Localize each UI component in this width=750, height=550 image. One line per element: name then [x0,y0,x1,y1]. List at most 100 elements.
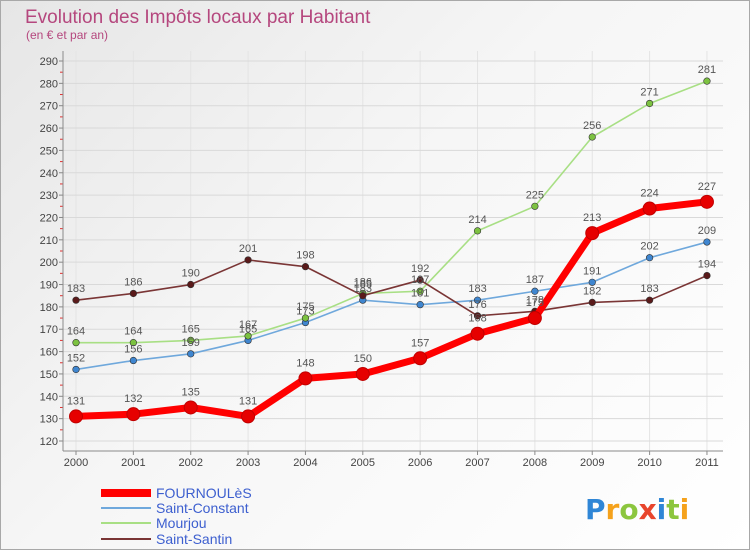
y-tick-label-220: 220 [40,212,58,224]
logo-letter: t [666,493,679,526]
data-point-saint-constant-2008 [531,287,539,295]
grid-lines [63,51,723,451]
data-label-saint-constant-2010: 202 [640,241,658,253]
data-point-fournoules-2004 [298,371,313,386]
y-tick-label-180: 180 [40,302,58,314]
legend-label-fournoules: FOURNOULèS [156,485,252,501]
data-label-saint-constant-2011: 209 [698,225,716,237]
data-label-fournoules-2001: 132 [124,393,142,405]
y-tick-label-150: 150 [40,369,58,381]
data-point-fournoules-2005 [355,366,370,381]
y-tick-label-270: 270 [40,101,58,113]
data-label-mourjou-2011: 281 [698,64,716,76]
data-point-saint-santin-2002 [187,280,195,289]
series-line-mourjou [75,80,708,344]
logo-letter: o [619,493,638,526]
data-label-saint-constant-2008: 187 [526,274,544,286]
data-point-saint-santin-2001 [129,289,137,298]
data-label-saint-constant-2003: 165 [239,323,257,335]
y-tick-label-240: 240 [40,168,58,180]
chart-subtitle: (en € et par an) [26,28,108,42]
data-point-saint-constant-2007 [473,296,482,304]
data-label-saint-santin-2004: 198 [296,250,314,262]
data-point-saint-santin-2000 [72,296,80,304]
data-label-fournoules-2002: 135 [182,386,200,398]
x-tick-label-2010: 2010 [637,457,661,469]
legend-label-mourjou: Mourjou [156,515,207,531]
x-tick-label-2003: 2003 [236,457,260,469]
series-lines [69,77,714,424]
logo-letter: x [639,493,657,526]
data-point-fournoules-2002 [183,400,198,415]
data-label-saint-constant-2007: 183 [468,283,486,295]
y-tick-label-230: 230 [40,190,58,202]
x-axis: 2000 2001 2002 2003 2004 2005 2006 2007 2008 2009… [63,450,723,469]
data-point-mourjou-2008 [531,202,539,210]
data-label-saint-santin-2008: 178 [526,294,544,306]
series-line-saint-santin [75,259,708,317]
y-tick-label-140: 140 [40,391,58,403]
data-label-mourjou-2007: 214 [468,214,486,226]
legend-item-saint-santin: Saint-Santin [101,531,232,547]
data-label-fournoules-2003: 131 [239,395,257,407]
data-point-mourjou-2006 [416,287,424,295]
data-point-saint-santin-2011 [703,271,711,280]
series-mourjou [72,77,711,347]
legend: FOURNOULèS Saint-Constant Mourjou Saint-… [101,485,252,547]
x-tick-label-2004: 2004 [293,457,317,469]
data-label-fournoules-2000: 131 [67,395,85,407]
series-saint-constant [72,238,711,374]
data-point-saint-constant-2001 [129,356,137,365]
data-point-fournoules-2009 [585,226,600,241]
y-tick-label-190: 190 [40,280,58,292]
data-labels: 131 132 135 131 148 150 157 168 175 213 224 227 152 1… [67,64,716,407]
data-label-saint-constant-2005: 183 [354,283,372,295]
series-line-saint-constant [75,241,708,371]
data-label-saint-constant-2000: 152 [67,352,85,364]
data-label-saint-santin-2010: 183 [640,283,658,295]
legend-label-saint-santin: Saint-Santin [156,531,232,547]
data-label-fournoules-2006: 157 [411,337,429,349]
y-tick-label-260: 260 [40,123,58,135]
data-point-mourjou-2010 [645,99,654,108]
data-point-mourjou-2011 [703,77,711,85]
data-point-fournoules-2010 [642,201,657,216]
legend-item-saint-constant: Saint-Constant [101,500,249,516]
x-tick-label-2001: 2001 [121,457,145,469]
data-point-mourjou-2004 [301,314,310,322]
data-label-fournoules-2004: 148 [296,357,314,369]
data-label-fournoules-2011: 227 [698,181,716,193]
logo-letter: r [606,493,620,526]
y-tick-label-210: 210 [40,235,58,247]
data-label-fournoules-2005: 150 [354,353,372,365]
data-label-saint-santin-2003: 201 [239,243,257,255]
data-label-mourjou-2009: 256 [583,120,601,132]
series-saint-santin [72,256,711,320]
y-tick-label-200: 200 [40,257,58,269]
data-label-saint-constant-2001: 156 [124,344,142,356]
data-label-fournoules-2009: 213 [583,212,601,224]
data-point-saint-constant-2002 [187,350,195,358]
data-label-mourjou-2000: 164 [67,326,85,338]
data-point-saint-santin-2005 [359,292,367,300]
data-label-mourjou-2006: 187 [411,274,429,286]
data-point-fournoules-2000 [69,409,83,424]
x-tick-label-2002: 2002 [178,457,202,469]
y-tick-label-130: 130 [40,414,58,426]
y-tick-label-250: 250 [40,145,58,157]
y-axis: 120 130 140 150 160 170 180 190 200 210 220 230 240 2… [40,51,64,451]
logo-letter: i [680,493,690,526]
data-label-saint-constant-2002: 159 [182,337,200,349]
data-label-saint-santin-2006: 192 [411,263,429,275]
data-label-saint-santin-2001: 186 [124,276,142,288]
data-point-saint-santin-2010 [645,296,654,304]
data-point-fournoules-2011 [699,194,714,209]
data-point-saint-santin-2009 [588,298,596,307]
x-tick-label-2011: 2011 [695,457,719,469]
x-tick-label-2008: 2008 [523,457,547,469]
x-tick-label-2007: 2007 [465,457,489,469]
data-label-fournoules-2010: 224 [640,188,658,200]
legend-item-mourjou: Mourjou [101,515,207,531]
data-point-fournoules-2003 [241,409,256,424]
data-point-mourjou-2000 [72,339,80,347]
